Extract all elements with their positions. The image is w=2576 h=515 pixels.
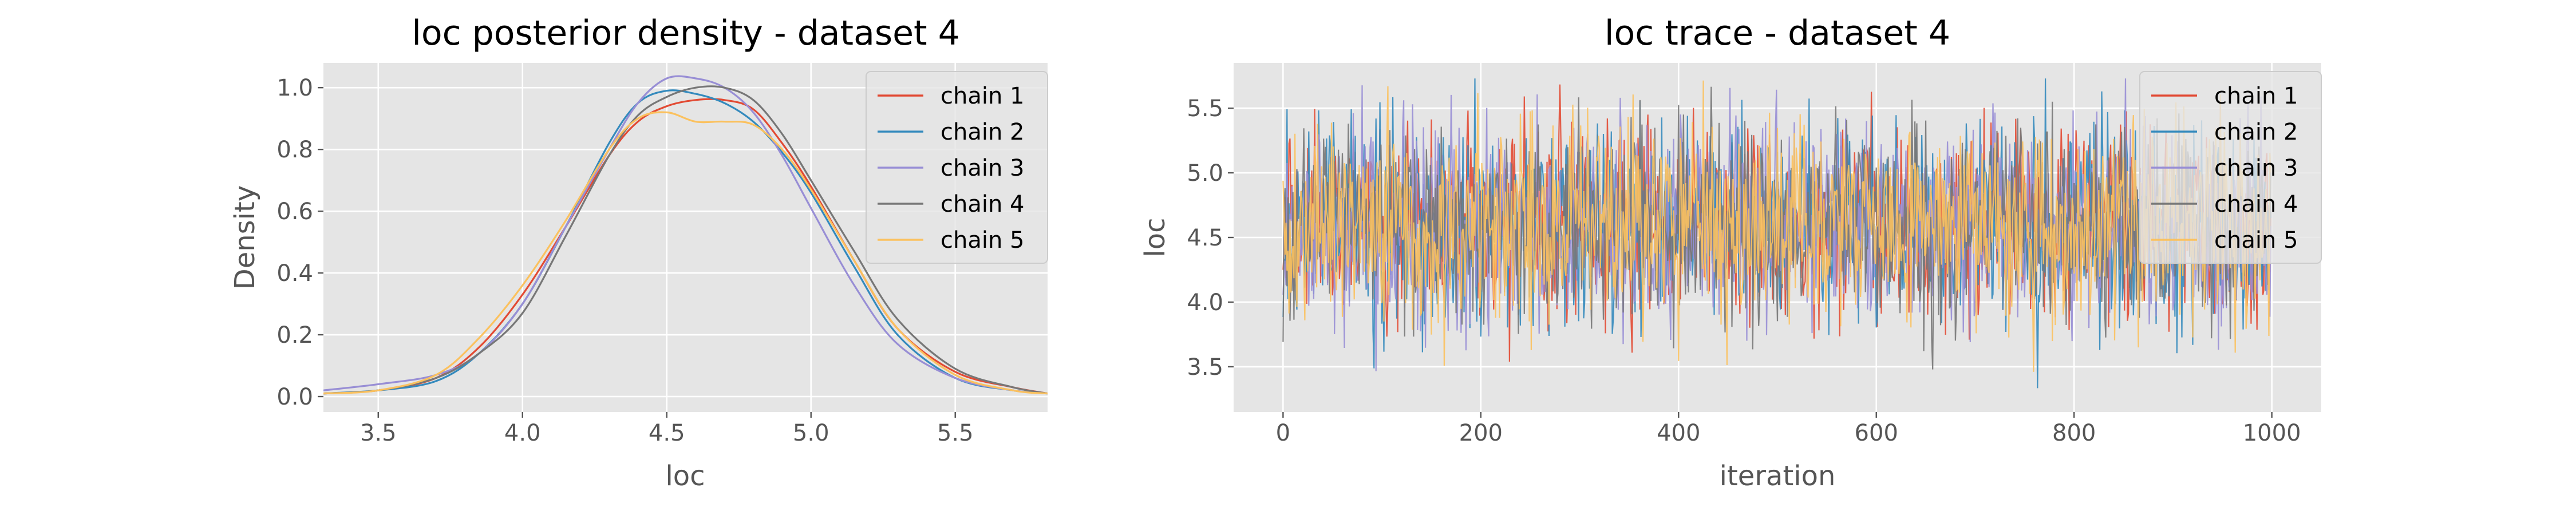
density-legend: chain 1 chain 2 chain 3 chain 4 chain 5 <box>866 71 1048 264</box>
density-series-line <box>323 111 1048 395</box>
trace-series-line <box>1282 86 2271 370</box>
density-y-axis-label: Density <box>229 185 261 290</box>
y-tick-label: 0.8 <box>276 137 313 163</box>
density-panel: loc posterior density - dataset 4 3.5 4.0… <box>229 13 1048 492</box>
density-x-axis-label: loc <box>665 460 705 492</box>
legend-label: chain 2 <box>941 119 1024 145</box>
y-tick-label: 5.5 <box>1187 96 1223 122</box>
legend-frame <box>866 71 1048 264</box>
legend-label: chain 5 <box>941 227 1024 253</box>
y-tick-label: 0.6 <box>276 199 313 225</box>
x-tick-label: 0 <box>1276 420 1290 446</box>
x-tick-label: 600 <box>1855 420 1898 446</box>
y-tick-label: 0.2 <box>276 322 313 348</box>
x-tick-label: 4.5 <box>649 420 685 446</box>
legend-label: chain 5 <box>2214 227 2298 253</box>
trace-lines <box>1282 78 2271 389</box>
legend-label: chain 1 <box>2214 83 2298 109</box>
trace-legend: chain 1 chain 2 chain 3 chain 4 chain 5 <box>2139 71 2322 264</box>
legend-label: chain 4 <box>941 191 1024 217</box>
y-tick-label: 4.0 <box>1187 290 1223 316</box>
y-tick-label: 5.0 <box>1187 160 1223 187</box>
trace-series-line <box>1282 80 2271 372</box>
trace-y-axis-label: loc <box>1139 217 1171 257</box>
trace-x-axis-label: iteration <box>1720 460 1836 492</box>
legend-label: chain 4 <box>2214 191 2298 217</box>
legend-label: chain 2 <box>2214 119 2298 145</box>
trace-chart-title: loc trace - dataset 4 <box>1605 13 1950 53</box>
legend-label: chain 3 <box>2214 155 2298 181</box>
legend-label: chain 3 <box>941 155 1024 181</box>
density-chart-title: loc posterior density - dataset 4 <box>412 13 960 53</box>
x-tick-label: 3.5 <box>360 420 397 446</box>
x-tick-label: 200 <box>1459 420 1503 446</box>
legend-label: chain 1 <box>941 83 1024 109</box>
trace-ticks: 0 200 400 600 800 1000 3.5 4.0 4.5 5.0 5.5 <box>1187 96 2301 446</box>
y-tick-label: 0.0 <box>276 384 313 410</box>
y-tick-label: 0.4 <box>276 260 313 287</box>
density-lines <box>323 75 1048 395</box>
y-tick-label: 4.5 <box>1187 225 1223 251</box>
y-tick-label: 3.5 <box>1187 354 1223 381</box>
x-tick-label: 400 <box>1657 420 1700 446</box>
trace-panel: loc trace - dataset 4 0 200 400 600 800 1000 3… <box>1139 13 2322 492</box>
x-tick-label: 1000 <box>2243 420 2301 446</box>
x-tick-label: 4.0 <box>504 420 541 446</box>
density-series-line <box>323 85 1048 395</box>
x-tick-label: 800 <box>2052 420 2096 446</box>
x-tick-label: 5.0 <box>793 420 829 446</box>
legend-frame <box>2139 71 2322 264</box>
x-tick-label: 5.5 <box>937 420 974 446</box>
y-tick-label: 1.0 <box>276 75 313 101</box>
density-ticks: 3.5 4.0 4.5 5.0 5.5 0.0 0.2 0.4 0.6 0.8 1.0 <box>276 75 973 446</box>
